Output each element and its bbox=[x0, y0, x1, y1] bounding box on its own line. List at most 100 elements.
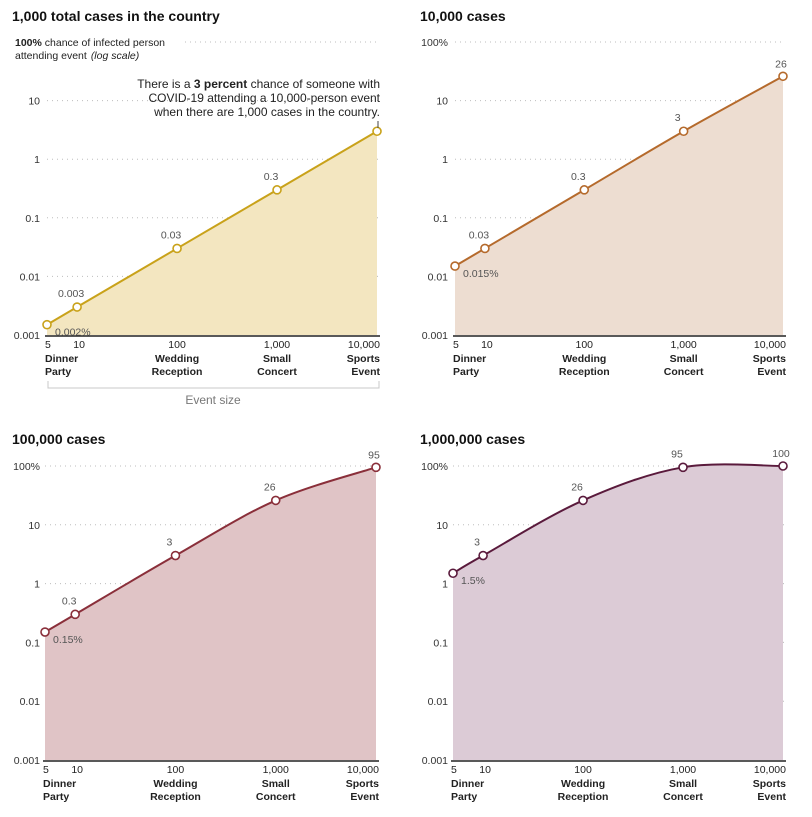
area-fill bbox=[453, 464, 783, 760]
y-tick-label: 1 bbox=[34, 579, 40, 591]
x-tick-label: 5 bbox=[451, 764, 457, 776]
x-tick-label: 10 bbox=[481, 339, 493, 351]
y-tick-label: 100% bbox=[13, 461, 40, 473]
data-point bbox=[170, 550, 181, 561]
data-point bbox=[478, 550, 488, 561]
data-label: 0.03 bbox=[469, 229, 490, 241]
annotation-part: There is a bbox=[137, 77, 194, 91]
category-label: Concert bbox=[256, 791, 296, 803]
x-tick-label: 100 bbox=[576, 339, 594, 351]
data-label: 26 bbox=[571, 481, 583, 493]
data-label: 26 bbox=[775, 58, 787, 70]
y-tick-label: 1 bbox=[34, 154, 40, 166]
x-tick-label: 5 bbox=[43, 764, 49, 776]
data-point bbox=[372, 126, 382, 137]
y-tick-label: 0.1 bbox=[25, 637, 40, 649]
y-tick-label: 10 bbox=[28, 520, 40, 532]
data-point bbox=[778, 71, 788, 82]
annotation-part: 3 percent bbox=[194, 77, 247, 91]
category-label: Event bbox=[350, 791, 379, 803]
panel-1: 1,000 total cases in the country 10 1 0.1 0.… bbox=[12, 8, 382, 407]
category-label: Dinner bbox=[453, 353, 486, 365]
data-point bbox=[40, 627, 50, 637]
y-axis-label-bold: 100% bbox=[15, 37, 43, 49]
category-label: Wedding bbox=[155, 353, 199, 365]
category-label: Wedding bbox=[153, 778, 197, 790]
data-point bbox=[270, 495, 281, 506]
data-point bbox=[172, 243, 182, 254]
x-tick-label: 10 bbox=[479, 764, 491, 776]
y-tick-label: 0.01 bbox=[428, 271, 449, 283]
category-label: Small bbox=[263, 353, 291, 365]
data-label: 3 bbox=[474, 537, 480, 549]
x-tick-label: 100 bbox=[574, 764, 592, 776]
series-line bbox=[452, 463, 784, 575]
category-label: Small bbox=[669, 778, 697, 790]
category-label: Reception bbox=[152, 366, 203, 378]
annotation-line2: COVID-19 attending a 10,000-person event bbox=[149, 91, 381, 105]
category-label: Small bbox=[262, 778, 290, 790]
category-label: Sports bbox=[347, 353, 380, 365]
y-tick-label: 0.001 bbox=[14, 330, 40, 342]
data-label: 0.015% bbox=[463, 268, 499, 280]
y-tick-label: 100% bbox=[421, 461, 448, 473]
panel-title: 1,000,000 cases bbox=[420, 431, 525, 447]
x-tick-label: 10,000 bbox=[754, 339, 786, 351]
x-tick-label: 1,000 bbox=[670, 339, 696, 351]
x-tick-label: 10,000 bbox=[347, 764, 379, 776]
data-label: 0.3 bbox=[62, 595, 77, 607]
x-tick-label: 10,000 bbox=[348, 339, 380, 351]
data-label: 0.003 bbox=[58, 288, 84, 300]
data-label: 100 bbox=[772, 448, 790, 460]
data-label: 1.5% bbox=[461, 575, 485, 587]
x-axis-title: Event size bbox=[185, 393, 241, 407]
y-tick-label: 1 bbox=[442, 579, 448, 591]
category-label: Party bbox=[451, 791, 477, 803]
data-label: 0.3 bbox=[264, 171, 279, 183]
data-point bbox=[480, 243, 490, 254]
x-tick-label: 1,000 bbox=[264, 339, 290, 351]
category-label: Dinner bbox=[43, 778, 76, 790]
data-point bbox=[579, 185, 590, 195]
area-fill bbox=[45, 467, 376, 760]
category-label: Small bbox=[670, 353, 698, 365]
x-tick-label: 5 bbox=[45, 339, 51, 351]
data-label: 0.3 bbox=[571, 171, 586, 183]
category-label: Concert bbox=[257, 366, 297, 378]
data-point bbox=[450, 261, 460, 271]
category-label: Party bbox=[453, 366, 479, 378]
y-axis-label-rest: chance of infected person bbox=[42, 37, 165, 49]
category-label: Party bbox=[43, 791, 69, 803]
data-point bbox=[272, 185, 282, 195]
data-point bbox=[678, 462, 688, 473]
category-label: Reception bbox=[558, 791, 609, 803]
category-label: Dinner bbox=[45, 353, 78, 365]
area-fill bbox=[47, 131, 377, 335]
category-label: Sports bbox=[346, 778, 379, 790]
y-tick-label: 10 bbox=[436, 96, 448, 108]
y-tick-label: 10 bbox=[436, 520, 448, 532]
data-label: 0.15% bbox=[53, 634, 83, 646]
y-tick-label: 10 bbox=[28, 96, 40, 108]
data-point bbox=[678, 126, 689, 137]
y-tick-label: 0.01 bbox=[20, 696, 41, 708]
data-label: 95 bbox=[671, 448, 683, 460]
x-tick-label: 5 bbox=[453, 339, 459, 351]
data-label: 0.03 bbox=[161, 229, 182, 241]
data-label: 26 bbox=[264, 481, 276, 493]
data-label: 3 bbox=[675, 112, 681, 124]
category-label: Wedding bbox=[561, 778, 605, 790]
category-label: Sports bbox=[753, 353, 786, 365]
panel-2: 10,000 cases 100% 10 1 0.1 0.01 0.001 5 10 100 1,0… bbox=[420, 8, 788, 378]
panel-title: 1,000 total cases in the country bbox=[12, 8, 220, 24]
category-label: Sports bbox=[753, 778, 786, 790]
data-point bbox=[448, 568, 458, 579]
y-tick-label: 0.1 bbox=[433, 213, 448, 225]
y-tick-label: 0.001 bbox=[422, 755, 448, 767]
y-tick-label: 0.1 bbox=[433, 637, 448, 649]
y-axis-scale-note: (log scale) bbox=[91, 50, 139, 62]
data-point bbox=[578, 495, 588, 506]
y-tick-label: 0.01 bbox=[428, 696, 449, 708]
